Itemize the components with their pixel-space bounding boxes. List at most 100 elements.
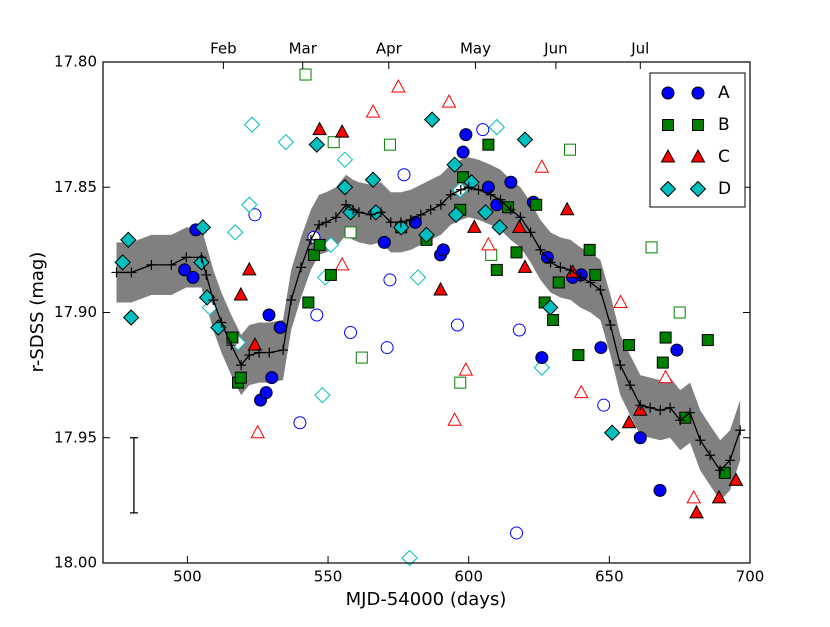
point [193,254,210,271]
open-point [512,323,526,337]
open-point [380,341,394,355]
point [312,121,327,136]
line-marker [166,259,177,270]
line-marker [264,347,275,358]
open-point [447,412,462,426]
point [559,201,575,216]
uncertainty-band [116,157,741,501]
line-marker [111,267,122,278]
line-marker [605,320,616,331]
line-marker [244,350,255,361]
line-marker [208,294,219,305]
point [589,268,602,281]
point [633,431,647,445]
line-marker [495,194,506,205]
point [510,246,523,259]
point [178,263,192,277]
point [653,483,667,497]
point [392,219,410,236]
open-point [401,549,418,567]
point [423,111,441,128]
line-marker [385,217,396,228]
line-marker [395,217,406,228]
legend-marker [662,119,674,131]
point [459,128,473,142]
point [308,136,325,153]
point [477,204,494,221]
legend-label: B [718,115,730,135]
point [621,414,637,429]
line-marker [535,244,546,255]
line-marker [415,209,426,220]
line-marker [353,207,364,218]
open-point [355,351,368,364]
line-marker [226,340,237,351]
point [482,138,495,151]
point [572,349,585,362]
open-point [673,306,686,319]
line-marker [296,262,307,273]
open-point [344,326,358,340]
line-marker [545,257,556,268]
line-marker [615,360,626,371]
point [273,321,287,335]
point [247,337,263,351]
legend-marker [691,86,705,100]
line-marker [625,380,636,391]
line-marker [705,450,716,461]
y-tick-label: 18.00 [54,554,97,572]
point [456,145,470,159]
open-point [314,386,331,404]
open-point [409,269,427,286]
line-marker [445,189,456,200]
point [504,175,518,189]
point [728,472,744,486]
line-marker [146,259,157,270]
point [491,219,508,236]
line-marker [555,262,566,273]
line-marker [473,184,484,195]
line-marker [635,400,646,411]
open-point [686,489,702,504]
open-point [485,248,498,261]
open-point [458,362,474,376]
line-marker [485,189,496,200]
line-marker [685,407,696,418]
point [446,156,463,173]
open-point [450,318,464,332]
legend-label: C [718,147,730,167]
mean-line [116,186,741,472]
point [517,259,533,273]
point [120,231,137,249]
open-point [481,236,496,251]
line-marker [675,415,686,426]
point [259,386,273,400]
point [659,331,672,344]
y-axis-label: r-SDSS (mag) [27,252,48,373]
legend-label: D [718,179,731,199]
top-tick-label: Jul [630,40,649,58]
point [603,424,621,441]
open-point [344,226,357,239]
open-point [533,359,551,376]
open-point [645,241,658,254]
x-tick-label: 550 [314,568,343,586]
point [463,174,480,191]
line-marker [715,465,726,476]
open-point [488,118,506,136]
line-marker [286,294,297,305]
legend-marker [692,119,704,131]
open-point [573,384,589,399]
point [623,339,636,352]
point [324,268,337,281]
open-point [365,104,381,118]
point [718,466,731,479]
point [418,226,435,244]
line-marker [735,425,746,436]
line-marker [665,402,676,413]
line-marker [575,272,586,283]
legend-marker [659,180,677,198]
point [226,331,239,344]
line-marker [236,360,247,371]
